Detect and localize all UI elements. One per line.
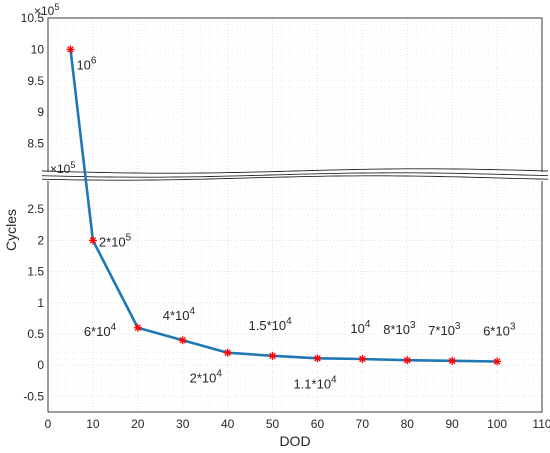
- data-label: 1.1*104: [293, 374, 337, 391]
- lower-axis-multiplier: ×105: [50, 160, 75, 176]
- x-tick-label: 0: [45, 417, 52, 431]
- lower-multiplier-exponent: 5: [70, 160, 75, 170]
- upper-panel-frame: [47, 17, 543, 176]
- series-line-path: [69, 49, 498, 363]
- data-label: 2*104: [190, 369, 223, 386]
- x-tick-label: 10: [86, 417, 100, 431]
- data-label: 8*103: [383, 320, 416, 337]
- data-label-base: 1.1*10: [293, 376, 331, 391]
- data-point: [268, 351, 277, 360]
- x-tick-label: 40: [221, 417, 235, 431]
- x-axis-label: DOD: [279, 433, 310, 449]
- data-label-exponent: 4: [331, 374, 337, 385]
- data-label-base: 2*10: [190, 371, 217, 386]
- lower-y-tick-label: 2.5: [27, 202, 44, 216]
- upper-y-tick-label: 10.5: [21, 11, 45, 25]
- data-label-base: 10: [76, 57, 90, 72]
- upper-multiplier-base: ×10: [34, 4, 55, 18]
- lower-y-tick-label: 0.5: [27, 327, 44, 341]
- data-label: 2*105: [99, 232, 132, 249]
- data-point: [403, 356, 412, 365]
- data-point: [66, 45, 75, 54]
- data-point: [313, 354, 322, 363]
- data-label: 6*103: [483, 321, 516, 338]
- data-annotations: 1062*1056*1044*1042*1041.5*1041.1*104104…: [76, 55, 515, 391]
- data-label: 1.5*104: [249, 316, 293, 333]
- x-tick-label: 60: [311, 417, 325, 431]
- data-label: 7*103: [428, 321, 461, 338]
- y-axis-label: Cycles: [3, 209, 19, 251]
- data-label-base: 7*10: [428, 323, 455, 338]
- data-label-exponent: 5: [126, 232, 132, 243]
- lower-y-tick-label: 1: [37, 296, 44, 310]
- axis-break: [41, 168, 549, 181]
- data-label-exponent: 3: [410, 320, 416, 331]
- lower-y-tick-label: -0.5: [23, 389, 44, 403]
- data-points: [66, 45, 502, 366]
- lower-multiplier-base: ×10: [50, 162, 71, 176]
- break-line: [41, 175, 549, 181]
- series-line: [69, 49, 498, 363]
- data-label-exponent: 4: [111, 322, 117, 333]
- data-label-exponent: 6: [91, 55, 97, 66]
- axes-frame: [47, 17, 543, 413]
- x-tick-label: 20: [131, 417, 145, 431]
- data-point: [358, 354, 367, 363]
- data-label-base: 6*10: [483, 323, 510, 338]
- data-label-base: 6*10: [84, 324, 111, 339]
- x-tick-label: 100: [487, 417, 507, 431]
- data-point: [223, 348, 232, 357]
- data-label-base: 1.5*10: [249, 318, 287, 333]
- x-tick-label: 30: [176, 417, 190, 431]
- data-point: [448, 356, 457, 365]
- data-label-exponent: 4: [365, 319, 371, 330]
- data-point: [493, 357, 502, 366]
- data-label: 106: [76, 55, 96, 72]
- data-label-exponent: 4: [189, 306, 195, 317]
- data-label-base: 4*10: [163, 308, 190, 323]
- upper-y-tick-label: 8.5: [27, 137, 44, 151]
- tick-labels: 0 10 20 30 40 50 60 70 80 90 100 1108.599.51010.5-0…: [21, 11, 550, 431]
- upper-y-tick-label: 10: [31, 42, 45, 56]
- data-label-base: 2*10: [99, 234, 126, 249]
- upper-multiplier-exponent: 5: [54, 2, 59, 12]
- x-tick-label: 90: [446, 417, 460, 431]
- x-tick-label: 70: [356, 417, 370, 431]
- lower-y-tick-label: 0: [37, 358, 44, 372]
- data-label-base: 8*10: [383, 322, 410, 337]
- data-label: 6*104: [84, 322, 117, 339]
- x-tick-label: 80: [401, 417, 415, 431]
- upper-axis-multiplier: ×105: [34, 2, 59, 18]
- data-label-exponent: 4: [216, 369, 222, 380]
- upper-y-tick-label: 9: [37, 105, 44, 119]
- data-label: 104: [350, 319, 370, 336]
- data-label-exponent: 3: [510, 321, 516, 332]
- break-line: [41, 168, 549, 174]
- grid-lines: [47, 17, 543, 412]
- data-point: [88, 236, 97, 245]
- lower-y-tick-label: 2: [37, 233, 44, 247]
- x-tick-label: 110: [532, 417, 550, 431]
- lower-y-tick-label: 1.5: [27, 265, 44, 279]
- data-point: [178, 336, 187, 345]
- data-label-exponent: 4: [286, 316, 292, 327]
- data-label-base: 10: [350, 321, 364, 336]
- data-label: 4*104: [163, 306, 196, 323]
- upper-y-tick-label: 9.5: [27, 74, 44, 88]
- break-line: [41, 172, 549, 178]
- data-point: [133, 323, 142, 332]
- data-label-exponent: 3: [455, 321, 461, 332]
- x-tick-label: 50: [266, 417, 280, 431]
